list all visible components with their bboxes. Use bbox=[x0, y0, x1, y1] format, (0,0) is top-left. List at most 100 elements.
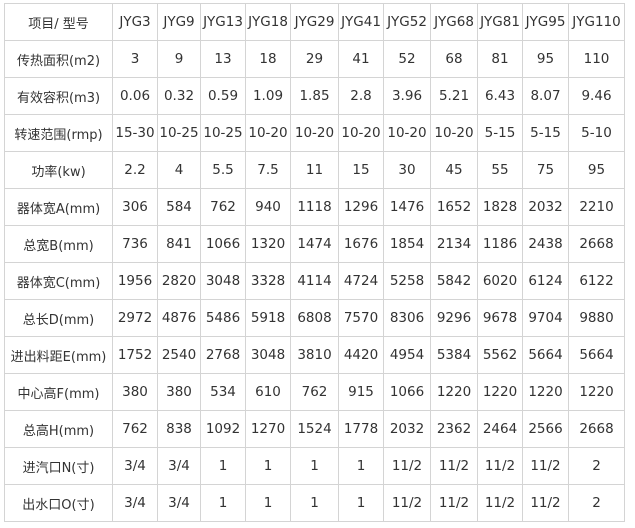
cell: 1778 bbox=[338, 410, 384, 448]
cell: 11/2 bbox=[383, 447, 431, 485]
cell: 8306 bbox=[383, 299, 431, 337]
data-row: 功率(kw) 2.2 4 5.5 7.5 11 15 30 45 55 75 95 bbox=[4, 151, 625, 189]
cell: 1476 bbox=[383, 188, 431, 226]
cell: 3/4 bbox=[112, 484, 158, 522]
cell: 13 bbox=[200, 40, 246, 78]
cell: 2438 bbox=[522, 225, 569, 263]
cell: 29 bbox=[290, 40, 339, 78]
cell: 68 bbox=[430, 40, 478, 78]
header-row: 项目/ 型号 JYG3 JYG9 JYG13 JYG18 JYG29 JYG41 JYG52 J… bbox=[4, 3, 625, 41]
row-label: 器体宽A(mm) bbox=[4, 188, 113, 226]
cell: 1092 bbox=[200, 410, 246, 448]
cell: 5-15 bbox=[522, 114, 569, 152]
row-label: 出水口O(寸) bbox=[4, 484, 113, 522]
cell: JYG41 bbox=[338, 3, 384, 41]
cell: JYG81 bbox=[477, 3, 523, 41]
data-row: 传热面积(m2) 3 9 13 18 29 41 52 68 81 95 110 bbox=[4, 40, 625, 78]
cell: 6020 bbox=[477, 262, 523, 300]
cell: 1118 bbox=[290, 188, 339, 226]
cell: 1676 bbox=[338, 225, 384, 263]
cell: 3048 bbox=[245, 336, 291, 374]
cell: 3810 bbox=[290, 336, 339, 374]
cell: 2464 bbox=[477, 410, 523, 448]
cell: JYG68 bbox=[430, 3, 478, 41]
cell: 1220 bbox=[477, 373, 523, 411]
cell: 1.09 bbox=[245, 77, 291, 115]
cell: 584 bbox=[157, 188, 201, 226]
cell: 9.46 bbox=[568, 77, 625, 115]
cell: 534 bbox=[200, 373, 246, 411]
cell: 15-30 bbox=[112, 114, 158, 152]
cell: 10-20 bbox=[430, 114, 478, 152]
cell: 2362 bbox=[430, 410, 478, 448]
cell: 1828 bbox=[477, 188, 523, 226]
cell: 2032 bbox=[383, 410, 431, 448]
cell: 2668 bbox=[568, 410, 625, 448]
row-label: 总宽B(mm) bbox=[4, 225, 113, 263]
cell: 2032 bbox=[522, 188, 569, 226]
cell: 4 bbox=[157, 151, 201, 189]
cell: 4876 bbox=[157, 299, 201, 337]
cell: 1652 bbox=[430, 188, 478, 226]
data-row: 出水口O(寸) 3/4 3/4 1 1 1 1 11/2 11/2 11/2 11/2 2 bbox=[4, 484, 625, 522]
cell: 2820 bbox=[157, 262, 201, 300]
table-body: 项目/ 型号 JYG3 JYG9 JYG13 JYG18 JYG29 JYG41 JYG52 J… bbox=[4, 3, 625, 522]
cell: JYG110 bbox=[568, 3, 625, 41]
cell: JYG13 bbox=[200, 3, 246, 41]
data-row: 进汽口N(寸) 3/4 3/4 1 1 1 1 11/2 11/2 11/2 11/2 2 bbox=[4, 447, 625, 485]
data-row: 总高H(mm) 762 838 1092 1270 1524 1778 2032 2362 246… bbox=[4, 410, 625, 448]
row-label: 中心高F(mm) bbox=[4, 373, 113, 411]
cell: 11/2 bbox=[430, 447, 478, 485]
cell: 0.06 bbox=[112, 77, 158, 115]
spec-table: 项目/ 型号 JYG3 JYG9 JYG13 JYG18 JYG29 JYG41 JYG52 J… bbox=[4, 3, 625, 522]
cell: 11 bbox=[290, 151, 339, 189]
cell: 2540 bbox=[157, 336, 201, 374]
data-row: 中心高F(mm) 380 380 534 610 762 915 1066 1220 1220 12… bbox=[4, 373, 625, 411]
cell: 18 bbox=[245, 40, 291, 78]
cell: 940 bbox=[245, 188, 291, 226]
cell: 7570 bbox=[338, 299, 384, 337]
cell: JYG29 bbox=[290, 3, 339, 41]
row-label: 功率(kw) bbox=[4, 151, 113, 189]
cell: 11/2 bbox=[522, 447, 569, 485]
cell: 1 bbox=[290, 484, 339, 522]
cell: JYG9 bbox=[157, 3, 201, 41]
cell: JYG95 bbox=[522, 3, 569, 41]
cell: 0.59 bbox=[200, 77, 246, 115]
row-label: 总高H(mm) bbox=[4, 410, 113, 448]
cell: 6.43 bbox=[477, 77, 523, 115]
cell: 6124 bbox=[522, 262, 569, 300]
cell: 2.2 bbox=[112, 151, 158, 189]
cell: 2566 bbox=[522, 410, 569, 448]
cell: 81 bbox=[477, 40, 523, 78]
cell: 52 bbox=[383, 40, 431, 78]
cell: 11/2 bbox=[477, 447, 523, 485]
cell: 5486 bbox=[200, 299, 246, 337]
cell: 4724 bbox=[338, 262, 384, 300]
cell: 1 bbox=[338, 484, 384, 522]
cell: 2768 bbox=[200, 336, 246, 374]
cell: 306 bbox=[112, 188, 158, 226]
cell: 3/4 bbox=[157, 484, 201, 522]
data-row: 总长D(mm) 2972 4876 5486 5918 6808 7570 8306 9296 9… bbox=[4, 299, 625, 337]
row-label: 有效容积(m3) bbox=[4, 77, 113, 115]
cell: 95 bbox=[568, 151, 625, 189]
cell: 838 bbox=[157, 410, 201, 448]
cell: 1956 bbox=[112, 262, 158, 300]
cell: 11/2 bbox=[383, 484, 431, 522]
cell: 5.5 bbox=[200, 151, 246, 189]
data-row: 转速范围(rmp) 15-30 10-25 10-25 10-20 10-20 10-20 1… bbox=[4, 114, 625, 152]
cell: 841 bbox=[157, 225, 201, 263]
cell: 762 bbox=[200, 188, 246, 226]
data-row: 有效容积(m3) 0.06 0.32 0.59 1.09 1.85 2.8 3.96 5.21 6… bbox=[4, 77, 625, 115]
cell: 11/2 bbox=[430, 484, 478, 522]
cell: 2668 bbox=[568, 225, 625, 263]
cell: 2 bbox=[568, 447, 625, 485]
row-label: 进汽口N(寸) bbox=[4, 447, 113, 485]
row-label: 项目/ 型号 bbox=[4, 3, 113, 41]
cell: 3.96 bbox=[383, 77, 431, 115]
cell: 5664 bbox=[522, 336, 569, 374]
cell: 5918 bbox=[245, 299, 291, 337]
cell: 1 bbox=[200, 484, 246, 522]
cell: 10-20 bbox=[383, 114, 431, 152]
